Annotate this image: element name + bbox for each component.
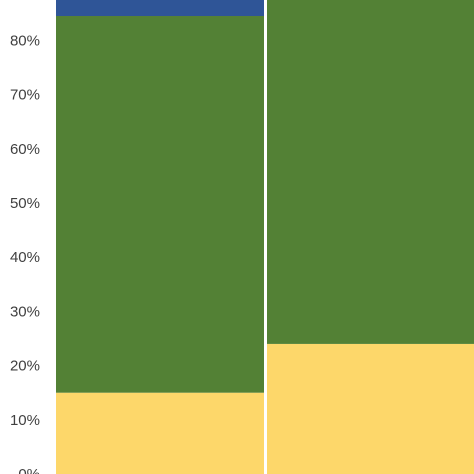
y-tick-label: 40% [10, 249, 40, 266]
y-tick-label: 80% [10, 32, 40, 49]
y-tick-label: 50% [10, 195, 40, 212]
bar-segment-series-2-bar-2 [267, 0, 474, 344]
bar-segment-series-2-bar-1 [56, 16, 264, 393]
bar-separator [264, 0, 266, 474]
y-tick-label: 70% [10, 87, 40, 104]
y-tick-label: 60% [10, 141, 40, 158]
bar-segment-series-1-bar-2 [267, 343, 474, 474]
y-tick-label: 30% [10, 303, 40, 320]
y-axis: 0% 10% 20% 30% 40% 50% 60% 70% 80% [10, 32, 40, 474]
bar-segment-series-1-bar-1 [56, 392, 264, 474]
y-tick-label: 0% [18, 466, 40, 474]
y-tick-label: 20% [10, 358, 40, 375]
bar-segment-series-3-bar-1 [56, 0, 264, 17]
y-tick-label: 10% [10, 412, 40, 429]
plot-area [56, 0, 474, 474]
